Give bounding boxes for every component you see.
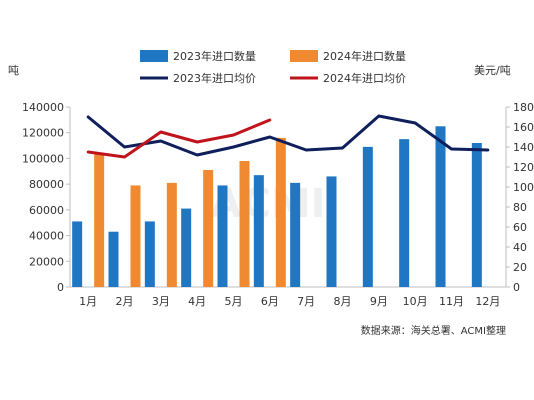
bar (471, 143, 482, 287)
x-tick-label: 4月 (188, 295, 206, 308)
left-tick-label: 20000 (29, 255, 64, 268)
right-axis-unit: 美元/吨 (474, 64, 511, 77)
right-tick-label: 120 (513, 161, 534, 174)
right-tick-label: 60 (513, 221, 527, 234)
bar (275, 137, 286, 287)
right-tick-label: 100 (513, 181, 534, 194)
legend: 2023年进口数量 2024年进口数量 2023年进口均价 2024年进口均价 (140, 49, 406, 85)
left-tick-label: 120000 (22, 127, 64, 140)
bar (326, 176, 337, 287)
x-tick-label: 1月 (79, 295, 97, 308)
legend-label: 2023年进口均价 (173, 71, 256, 85)
x-tick-label: 3月 (152, 295, 170, 308)
legend-label: 2023年进口数量 (173, 49, 256, 63)
x-tick-label: 6月 (261, 295, 279, 308)
bar (203, 170, 214, 287)
legend-label: 2024年进口数量 (323, 49, 406, 63)
watermark: ACMI (211, 181, 326, 227)
x-tick-label: 11月 (439, 295, 464, 308)
left-tick-label: 0 (57, 281, 64, 294)
left-tick-label: 40000 (29, 230, 64, 243)
right-tick-label: 140 (513, 141, 534, 154)
watermark-text: ACMI (211, 181, 326, 227)
series-line (86, 118, 272, 159)
right-tick-label: 160 (513, 121, 534, 134)
x-tick-label: 8月 (334, 295, 352, 308)
left-tick-label: 80000 (29, 178, 64, 191)
x-tick-label: 10月 (403, 295, 428, 308)
bar (362, 146, 373, 287)
axes: 0 20000 40000 60000 80000 100000 120000 140000 0… (22, 101, 534, 308)
series-line (86, 114, 490, 157)
left-tick-label: 140000 (22, 101, 64, 114)
right-tick-label: 180 (513, 101, 534, 114)
bar (290, 182, 301, 287)
x-tick-label: 5月 (225, 295, 243, 308)
legend-swatch (140, 50, 168, 62)
bar (253, 175, 264, 287)
bar (130, 185, 141, 287)
bar (72, 221, 83, 287)
x-tick-label: 2月 (116, 295, 134, 308)
left-tick-label: 60000 (29, 204, 64, 217)
right-tick-label: 80 (513, 201, 527, 214)
left-axis-unit: 吨 (8, 64, 19, 77)
x-tick-label: 9月 (370, 295, 388, 308)
bar (94, 153, 105, 287)
bar (166, 182, 177, 287)
legend-swatch (290, 50, 318, 62)
left-tick-label: 100000 (22, 152, 64, 165)
x-tick-label: 7月 (297, 295, 315, 308)
bar (108, 231, 119, 287)
bars (72, 126, 482, 288)
source-note: 数据来源：海关总署、ACMI整理 (361, 324, 506, 337)
bar (435, 126, 446, 288)
legend-label: 2024年进口均价 (323, 71, 406, 85)
x-tick-label: 12月 (475, 295, 500, 308)
lines (86, 114, 490, 159)
bar (239, 161, 250, 287)
right-tick-label: 40 (513, 241, 527, 254)
right-tick-label: 20 (513, 261, 527, 274)
bar (181, 208, 192, 287)
bar (217, 185, 228, 287)
bar (144, 221, 155, 287)
bar (399, 139, 410, 287)
right-tick-label: 0 (513, 281, 520, 294)
